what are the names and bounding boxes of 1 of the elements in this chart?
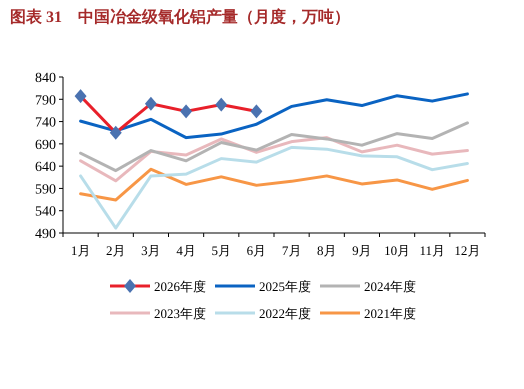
title: 图表 31 中国冶金级氧化铝产量（月度，万吨）	[10, 9, 350, 26]
